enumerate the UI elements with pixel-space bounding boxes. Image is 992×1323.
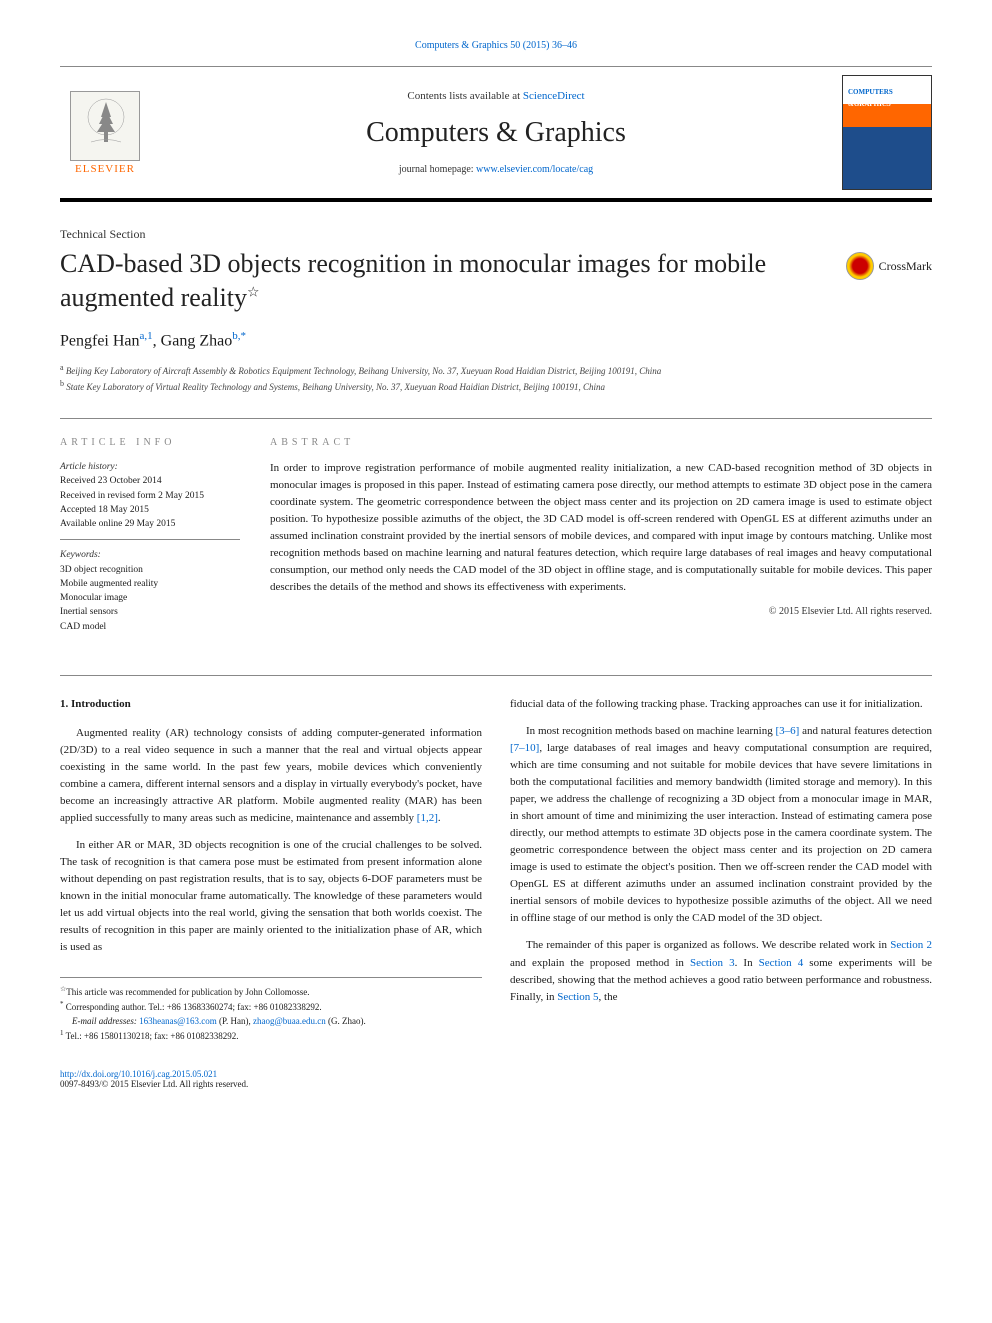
article-info: ARTICLE INFO Article history: Received 2… [60, 437, 240, 650]
contents-prefix: Contents lists available at [407, 90, 522, 102]
sec-3-link[interactable]: Section 3 [690, 957, 735, 969]
keyword-1: 3D object recognition [60, 563, 240, 577]
sec-2-link[interactable]: Section 2 [890, 939, 932, 951]
author-2-sup[interactable]: b,* [232, 330, 246, 342]
sec-4-link[interactable]: Section 4 [759, 957, 804, 969]
abstract-heading: ABSTRACT [270, 437, 932, 448]
author-sep: , [153, 332, 161, 349]
keyword-4: Inertial sensors [60, 605, 240, 619]
ref-3-6[interactable]: [3–6] [776, 725, 800, 737]
doi-link[interactable]: http://dx.doi.org/10.1016/j.cag.2015.05.… [60, 1069, 217, 1079]
email-2-name: (G. Zhao). [326, 1016, 366, 1026]
top-citation[interactable]: Computers & Graphics 50 (2015) 36–46 [60, 40, 932, 51]
history-label: Article history: [60, 460, 240, 474]
fn-email-label: E-mail addresses: [72, 1016, 139, 1026]
section-1-heading: 1. Introduction [60, 696, 482, 713]
fn-star: This article was recommended for publica… [66, 987, 309, 997]
para-5: The remainder of this paper is organized… [510, 937, 932, 1005]
body-columns: 1. Introduction Augmented reality (AR) t… [60, 696, 932, 1044]
email-2[interactable]: zhaog@buaa.edu.cn [253, 1016, 326, 1026]
revised-date: Received in revised form 2 May 2015 [60, 489, 240, 503]
elsevier-logo[interactable]: ELSEVIER [60, 83, 150, 183]
para-3: fiducial data of the following tracking … [510, 696, 932, 713]
authors: Pengfei Hana,1, Gang Zhaob,* [60, 330, 932, 350]
homepage-link[interactable]: www.elsevier.com/locate/cag [476, 164, 593, 175]
keywords-label: Keywords: [60, 548, 240, 562]
email-1[interactable]: 163heanas@163.com [139, 1016, 217, 1026]
column-left: 1. Introduction Augmented reality (AR) t… [60, 696, 482, 1044]
header-center: Contents lists available at ScienceDirec… [150, 90, 842, 175]
cover-text-1: COMPUTERS [848, 88, 893, 96]
author-1: Pengfei Han [60, 332, 140, 349]
divider [60, 675, 932, 676]
keyword-5: CAD model [60, 620, 240, 634]
para-4: In most recognition methods based on mac… [510, 723, 932, 928]
author-2: Gang Zhao [161, 332, 233, 349]
journal-header: ELSEVIER Contents lists available at Sci… [60, 66, 932, 202]
abstract: ABSTRACT In order to improve registratio… [270, 437, 932, 650]
crossmark-icon [846, 252, 874, 280]
received-date: Received 23 October 2014 [60, 474, 240, 488]
fn-1: Tel.: +86 15801130218; fax: +86 01082338… [64, 1031, 239, 1041]
sciencedirect-link[interactable]: ScienceDirect [523, 90, 585, 102]
title-text: CAD-based 3D objects recognition in mono… [60, 249, 766, 312]
keyword-2: Mobile augmented reality [60, 577, 240, 591]
elsevier-text: ELSEVIER [75, 163, 135, 175]
homepage-prefix: journal homepage: [399, 164, 476, 175]
cover-text-2: &GRAPHICS [848, 100, 891, 108]
copyright: © 2015 Elsevier Ltd. All rights reserved… [270, 606, 932, 617]
sec-5-link[interactable]: Section 5 [557, 991, 598, 1003]
issn-line: 0097-8493/© 2015 Elsevier Ltd. All right… [60, 1079, 932, 1089]
footnotes: ☆This article was recommended for public… [60, 977, 482, 1044]
section-label: Technical Section [60, 227, 932, 242]
ref-7-10[interactable]: [7–10] [510, 742, 539, 754]
affiliations: a Beijing Key Laboratory of Aircraft Ass… [60, 362, 932, 393]
title-star: ☆ [247, 285, 260, 300]
journal-cover[interactable]: COMPUTERS &GRAPHICS [842, 75, 932, 190]
fn-corr: Corresponding author. Tel.: +86 13683360… [64, 1002, 322, 1012]
abstract-text: In order to improve registration perform… [270, 460, 932, 596]
contents-line: Contents lists available at ScienceDirec… [150, 90, 842, 102]
column-right: fiducial data of the following tracking … [510, 696, 932, 1044]
author-1-sup[interactable]: a,1 [140, 330, 153, 342]
crossmark-badge[interactable]: CrossMark [846, 252, 932, 280]
footer: http://dx.doi.org/10.1016/j.cag.2015.05.… [60, 1069, 932, 1089]
article-title: CAD-based 3D objects recognition in mono… [60, 247, 846, 315]
crossmark-label: CrossMark [879, 259, 932, 274]
para-1: Augmented reality (AR) technology consis… [60, 725, 482, 827]
article-info-heading: ARTICLE INFO [60, 437, 240, 448]
elsevier-tree-icon [70, 91, 140, 161]
homepage-line: journal homepage: www.elsevier.com/locat… [150, 164, 842, 175]
ref-1-2[interactable]: [1,2] [417, 812, 438, 824]
journal-name: Computers & Graphics [150, 117, 842, 149]
aff-a: Beijing Key Laboratory of Aircraft Assem… [64, 366, 662, 376]
para-2: In either AR or MAR, 3D objects recognit… [60, 837, 482, 956]
aff-b: State Key Laboratory of Virtual Reality … [64, 382, 605, 392]
email-1-name: (P. Han), [217, 1016, 253, 1026]
online-date: Available online 29 May 2015 [60, 517, 240, 531]
keyword-3: Monocular image [60, 591, 240, 605]
accepted-date: Accepted 18 May 2015 [60, 503, 240, 517]
